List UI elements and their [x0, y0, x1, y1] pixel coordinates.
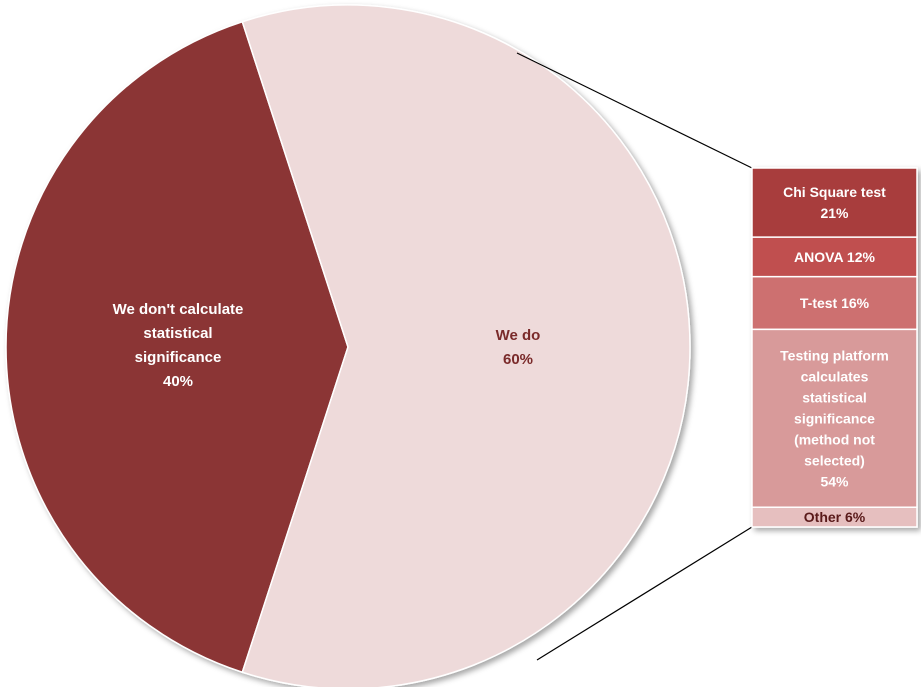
connector-line-top: [516, 52, 753, 169]
bar-label-chi-square-test: Chi Square test 21%: [783, 184, 886, 221]
bar-label-t-test: T-test 16%: [800, 295, 870, 311]
bar-label-other: Other 6%: [804, 509, 866, 525]
bar-label-anova: ANOVA 12%: [794, 249, 875, 265]
bar-segment-chi-square-test: [751, 167, 918, 238]
connector-lines: [516, 52, 753, 661]
pie-label-we-don-t-calculate-statistical-significance: We don't calculate statistical significanc…: [113, 301, 244, 390]
pie-slice-we-do: [241, 4, 691, 687]
bar-segment-other: [751, 506, 918, 528]
connector-line-bottom: [536, 526, 753, 661]
bar-segment-anova: [751, 236, 918, 278]
pie: [5, 4, 691, 687]
pie-slice-we-don-t-calculate-statistical-significance: [5, 20, 349, 674]
pie-label-we-do: We do 60%: [496, 327, 541, 368]
bar-label-testing-platform-calculates-statistical-significance-method-not-selected: Testing platform calculates statistical sig…: [780, 347, 889, 489]
breakdown-bar: [751, 167, 918, 528]
labels: We don't calculate statistical significanc…: [113, 184, 889, 525]
